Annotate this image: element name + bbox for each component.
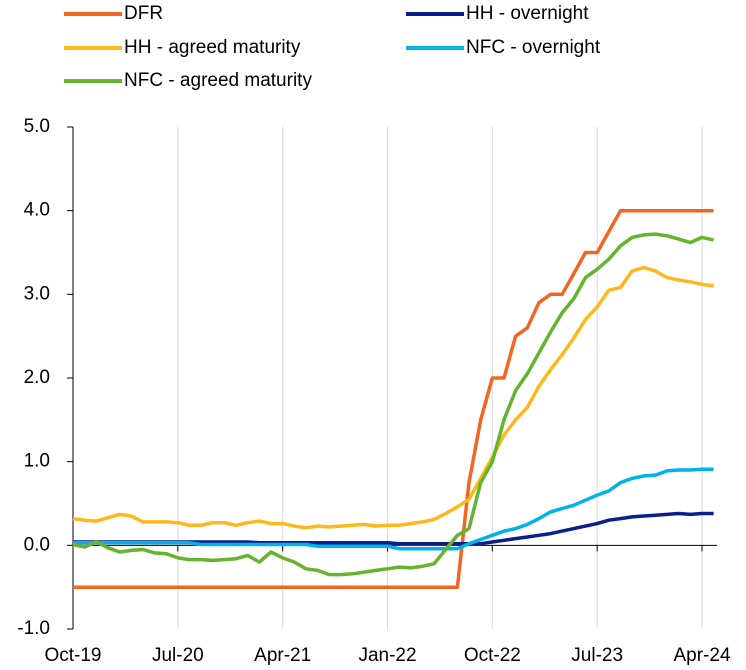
y-tick-label: 0.0 bbox=[24, 534, 50, 555]
series-line bbox=[72, 265, 714, 530]
y-tick-label: 4.0 bbox=[24, 200, 50, 221]
legend-label: HH - overnight bbox=[466, 3, 589, 24]
series-line bbox=[73, 511, 714, 546]
x-tick-label: Jul-20 bbox=[152, 645, 204, 666]
x-tick-label: Jan-22 bbox=[358, 645, 416, 666]
x-tick-label: Apr-21 bbox=[254, 645, 311, 666]
x-tick-label: Jul-23 bbox=[571, 645, 623, 666]
series-line bbox=[73, 208, 714, 589]
y-tick-label: 5.0 bbox=[24, 116, 50, 137]
legend-label: NFC - agreed maturity bbox=[124, 70, 312, 91]
legend-label: HH - agreed maturity bbox=[124, 37, 301, 58]
y-tick-label: 3.0 bbox=[24, 283, 50, 304]
x-tick-label: Oct-22 bbox=[464, 645, 521, 666]
y-tick-label: 1.0 bbox=[24, 451, 50, 472]
legend-label: DFR bbox=[124, 3, 163, 24]
y-tick-label: -1.0 bbox=[17, 618, 50, 639]
x-tick-label: Apr-24 bbox=[673, 645, 730, 666]
y-tick-label: 2.0 bbox=[24, 367, 50, 388]
series-line bbox=[73, 467, 714, 551]
series-line bbox=[72, 232, 714, 577]
legend-label: NFC - overnight bbox=[466, 37, 601, 58]
x-tick-label: Oct-19 bbox=[44, 645, 101, 666]
